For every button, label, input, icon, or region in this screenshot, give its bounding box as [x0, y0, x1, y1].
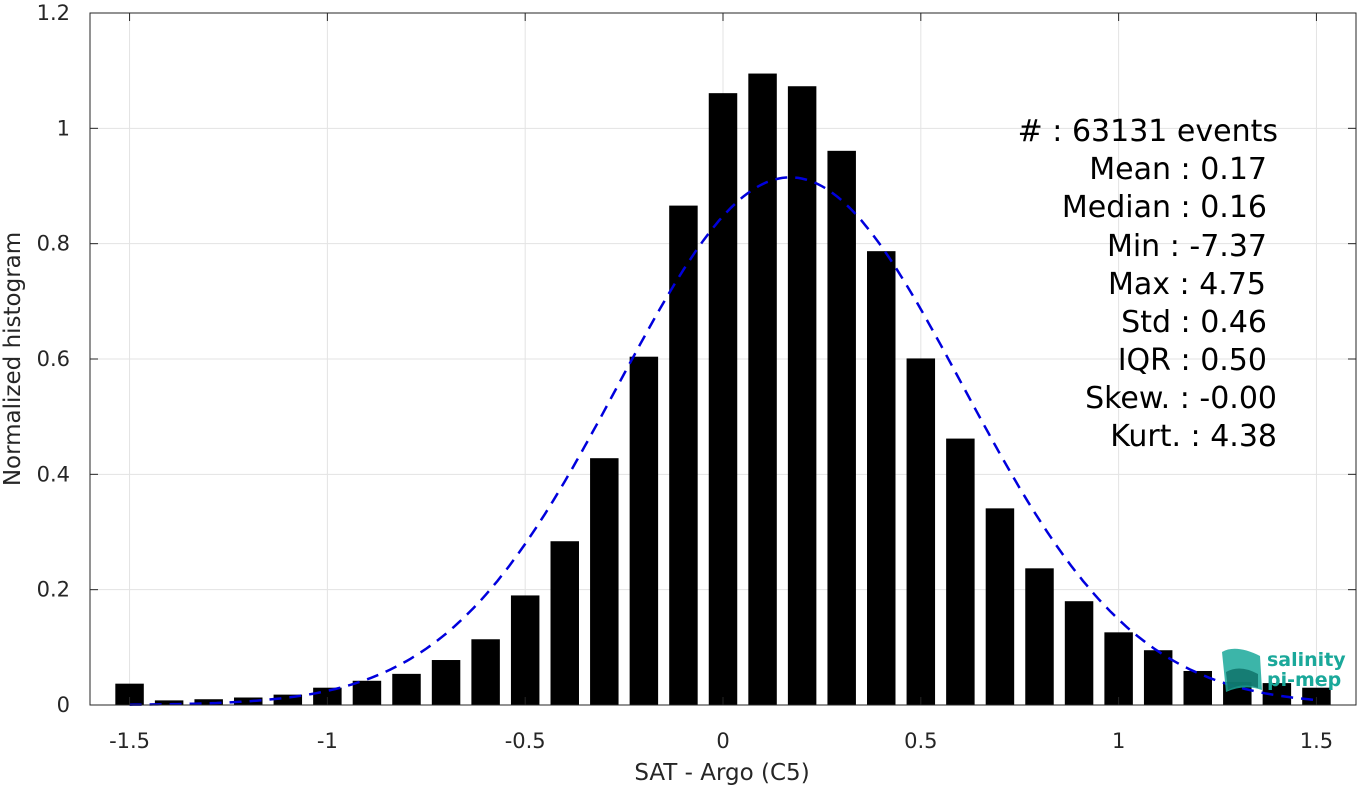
histogram-bar — [471, 639, 500, 705]
logo-text-salinity: salinity — [1267, 649, 1346, 671]
histogram-bar — [827, 150, 856, 705]
histogram-bar — [431, 660, 461, 705]
x-axis-ticks: -1.5 -1 -0.5 0 0.5 1 1.5 — [109, 13, 1333, 753]
histogram-bar — [946, 438, 975, 705]
y-tick-label: 0.4 — [37, 462, 70, 486]
y-tick-label: 0 — [57, 693, 70, 717]
histogram-bar — [510, 595, 540, 705]
histogram-bar — [1025, 568, 1054, 705]
x-axis-label: SAT - Argo (C5) — [634, 760, 809, 786]
stat-min: Min : -7.37 — [1107, 229, 1267, 264]
logo-text-pimep: pi-mep — [1267, 669, 1341, 691]
histogram-bar — [1104, 632, 1133, 705]
y-tick-label: 0.2 — [37, 578, 70, 602]
histogram-bar — [1302, 687, 1331, 705]
histogram-bars — [115, 73, 1331, 706]
x-tick-label: 0.5 — [904, 729, 937, 753]
histogram-bar — [352, 680, 382, 705]
y-tick-label: 1.2 — [37, 1, 70, 25]
stat-iqr: IQR : 0.50 — [1118, 343, 1267, 378]
histogram-bar — [550, 541, 579, 705]
histogram-bar — [273, 694, 303, 705]
histogram-bar — [1064, 601, 1094, 705]
x-tick-label: 1.5 — [1300, 729, 1333, 753]
histogram-bar — [669, 205, 698, 705]
histogram-bar — [234, 697, 263, 705]
histogram-bar — [590, 458, 619, 705]
histogram-bar — [906, 358, 936, 705]
x-tick-label: 0 — [716, 729, 729, 753]
histogram-bar — [867, 251, 896, 705]
histogram-bar — [787, 86, 817, 705]
histogram-bar — [392, 673, 421, 705]
y-tick-label: 0.8 — [37, 232, 70, 256]
histogram-bar — [154, 700, 184, 705]
salinity-pimep-logo: salinity pi-mep — [1222, 648, 1346, 692]
y-tick-label: 1 — [57, 116, 70, 140]
histogram-bar — [708, 93, 738, 705]
stat-std: Std : 0.46 — [1121, 305, 1267, 340]
stat-mean: Mean : 0.17 — [1089, 152, 1267, 187]
histogram-bar — [115, 683, 144, 705]
stat-events: # : 63131 events — [1018, 114, 1278, 149]
y-axis-ticks: 0 0.2 0.4 0.6 0.8 1 1.2 — [37, 1, 1356, 717]
y-tick-label: 0.6 — [37, 347, 70, 371]
histogram-bar — [748, 73, 777, 706]
y-axis-label: Normalized histogram — [0, 232, 26, 486]
x-tick-label: -0.5 — [505, 729, 546, 753]
histogram-bar — [194, 699, 223, 705]
stat-max: Max : 4.75 — [1108, 267, 1266, 302]
x-tick-label: -1 — [317, 729, 338, 753]
x-tick-label: 1 — [1112, 729, 1125, 753]
stat-median: Median : 0.16 — [1062, 190, 1267, 225]
stat-skew: Skew. : -0.00 — [1085, 381, 1277, 416]
histogram-bar — [1143, 650, 1173, 705]
histogram-bar — [629, 356, 659, 705]
stat-kurt: Kurt. : 4.38 — [1110, 419, 1277, 454]
logo-wave-icon-inner — [1226, 668, 1258, 690]
statistics-annotation: # : 63131 events Mean : 0.17 Median : 0.… — [1018, 114, 1278, 454]
histogram-bar — [1262, 683, 1292, 705]
histogram-bar — [985, 508, 1015, 705]
x-tick-label: -1.5 — [109, 729, 150, 753]
